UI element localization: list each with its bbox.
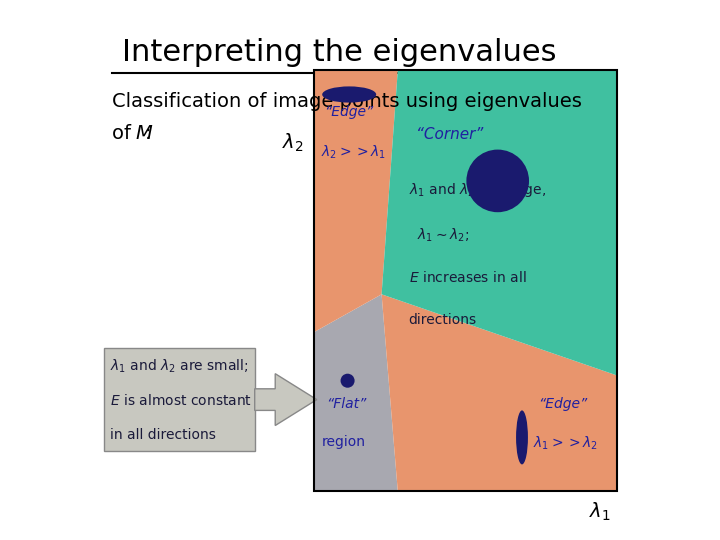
Text: Classification of image points using eigenvalues: Classification of image points using eig… <box>112 92 582 111</box>
FancyBboxPatch shape <box>104 348 255 451</box>
Polygon shape <box>255 374 317 426</box>
Circle shape <box>467 150 529 212</box>
Text: Interpreting the eigenvalues: Interpreting the eigenvalues <box>122 38 557 67</box>
Text: $\lambda_1$: $\lambda_1$ <box>590 501 611 523</box>
Text: M: M <box>136 124 153 143</box>
Text: $\lambda_1 >> \lambda_2$: $\lambda_1 >> \lambda_2$ <box>533 435 598 452</box>
Polygon shape <box>314 70 397 332</box>
Bar <box>314 70 616 491</box>
Text: $\lambda_1 \sim \lambda_2$;: $\lambda_1 \sim \lambda_2$; <box>417 227 469 244</box>
Text: $\lambda_2 >> \lambda_1$: $\lambda_2 >> \lambda_1$ <box>320 143 385 160</box>
Text: region: region <box>323 435 366 449</box>
Circle shape <box>341 374 354 388</box>
Text: of: of <box>112 124 137 143</box>
Text: directions: directions <box>409 313 477 327</box>
Ellipse shape <box>516 410 528 464</box>
Text: $E$ is almost constant: $E$ is almost constant <box>110 393 252 408</box>
Text: “Edge”: “Edge” <box>324 105 373 119</box>
Text: $\lambda_1$ and $\lambda_2$ are large,: $\lambda_1$ and $\lambda_2$ are large, <box>409 181 546 199</box>
Text: $E$ increases in all: $E$ increases in all <box>409 270 526 285</box>
Text: $\lambda_1$ and $\lambda_2$ are small;: $\lambda_1$ and $\lambda_2$ are small; <box>110 358 248 375</box>
Text: $\lambda_2$: $\lambda_2$ <box>282 132 303 154</box>
Text: “Edge”: “Edge” <box>539 397 588 411</box>
Text: in all directions: in all directions <box>110 428 216 442</box>
Polygon shape <box>382 70 616 375</box>
Text: :: : <box>145 124 152 143</box>
Polygon shape <box>382 294 616 491</box>
Text: “Corner”: “Corner” <box>415 127 483 142</box>
Ellipse shape <box>323 86 376 103</box>
Text: “Flat”: “Flat” <box>326 397 366 411</box>
Polygon shape <box>314 294 397 491</box>
